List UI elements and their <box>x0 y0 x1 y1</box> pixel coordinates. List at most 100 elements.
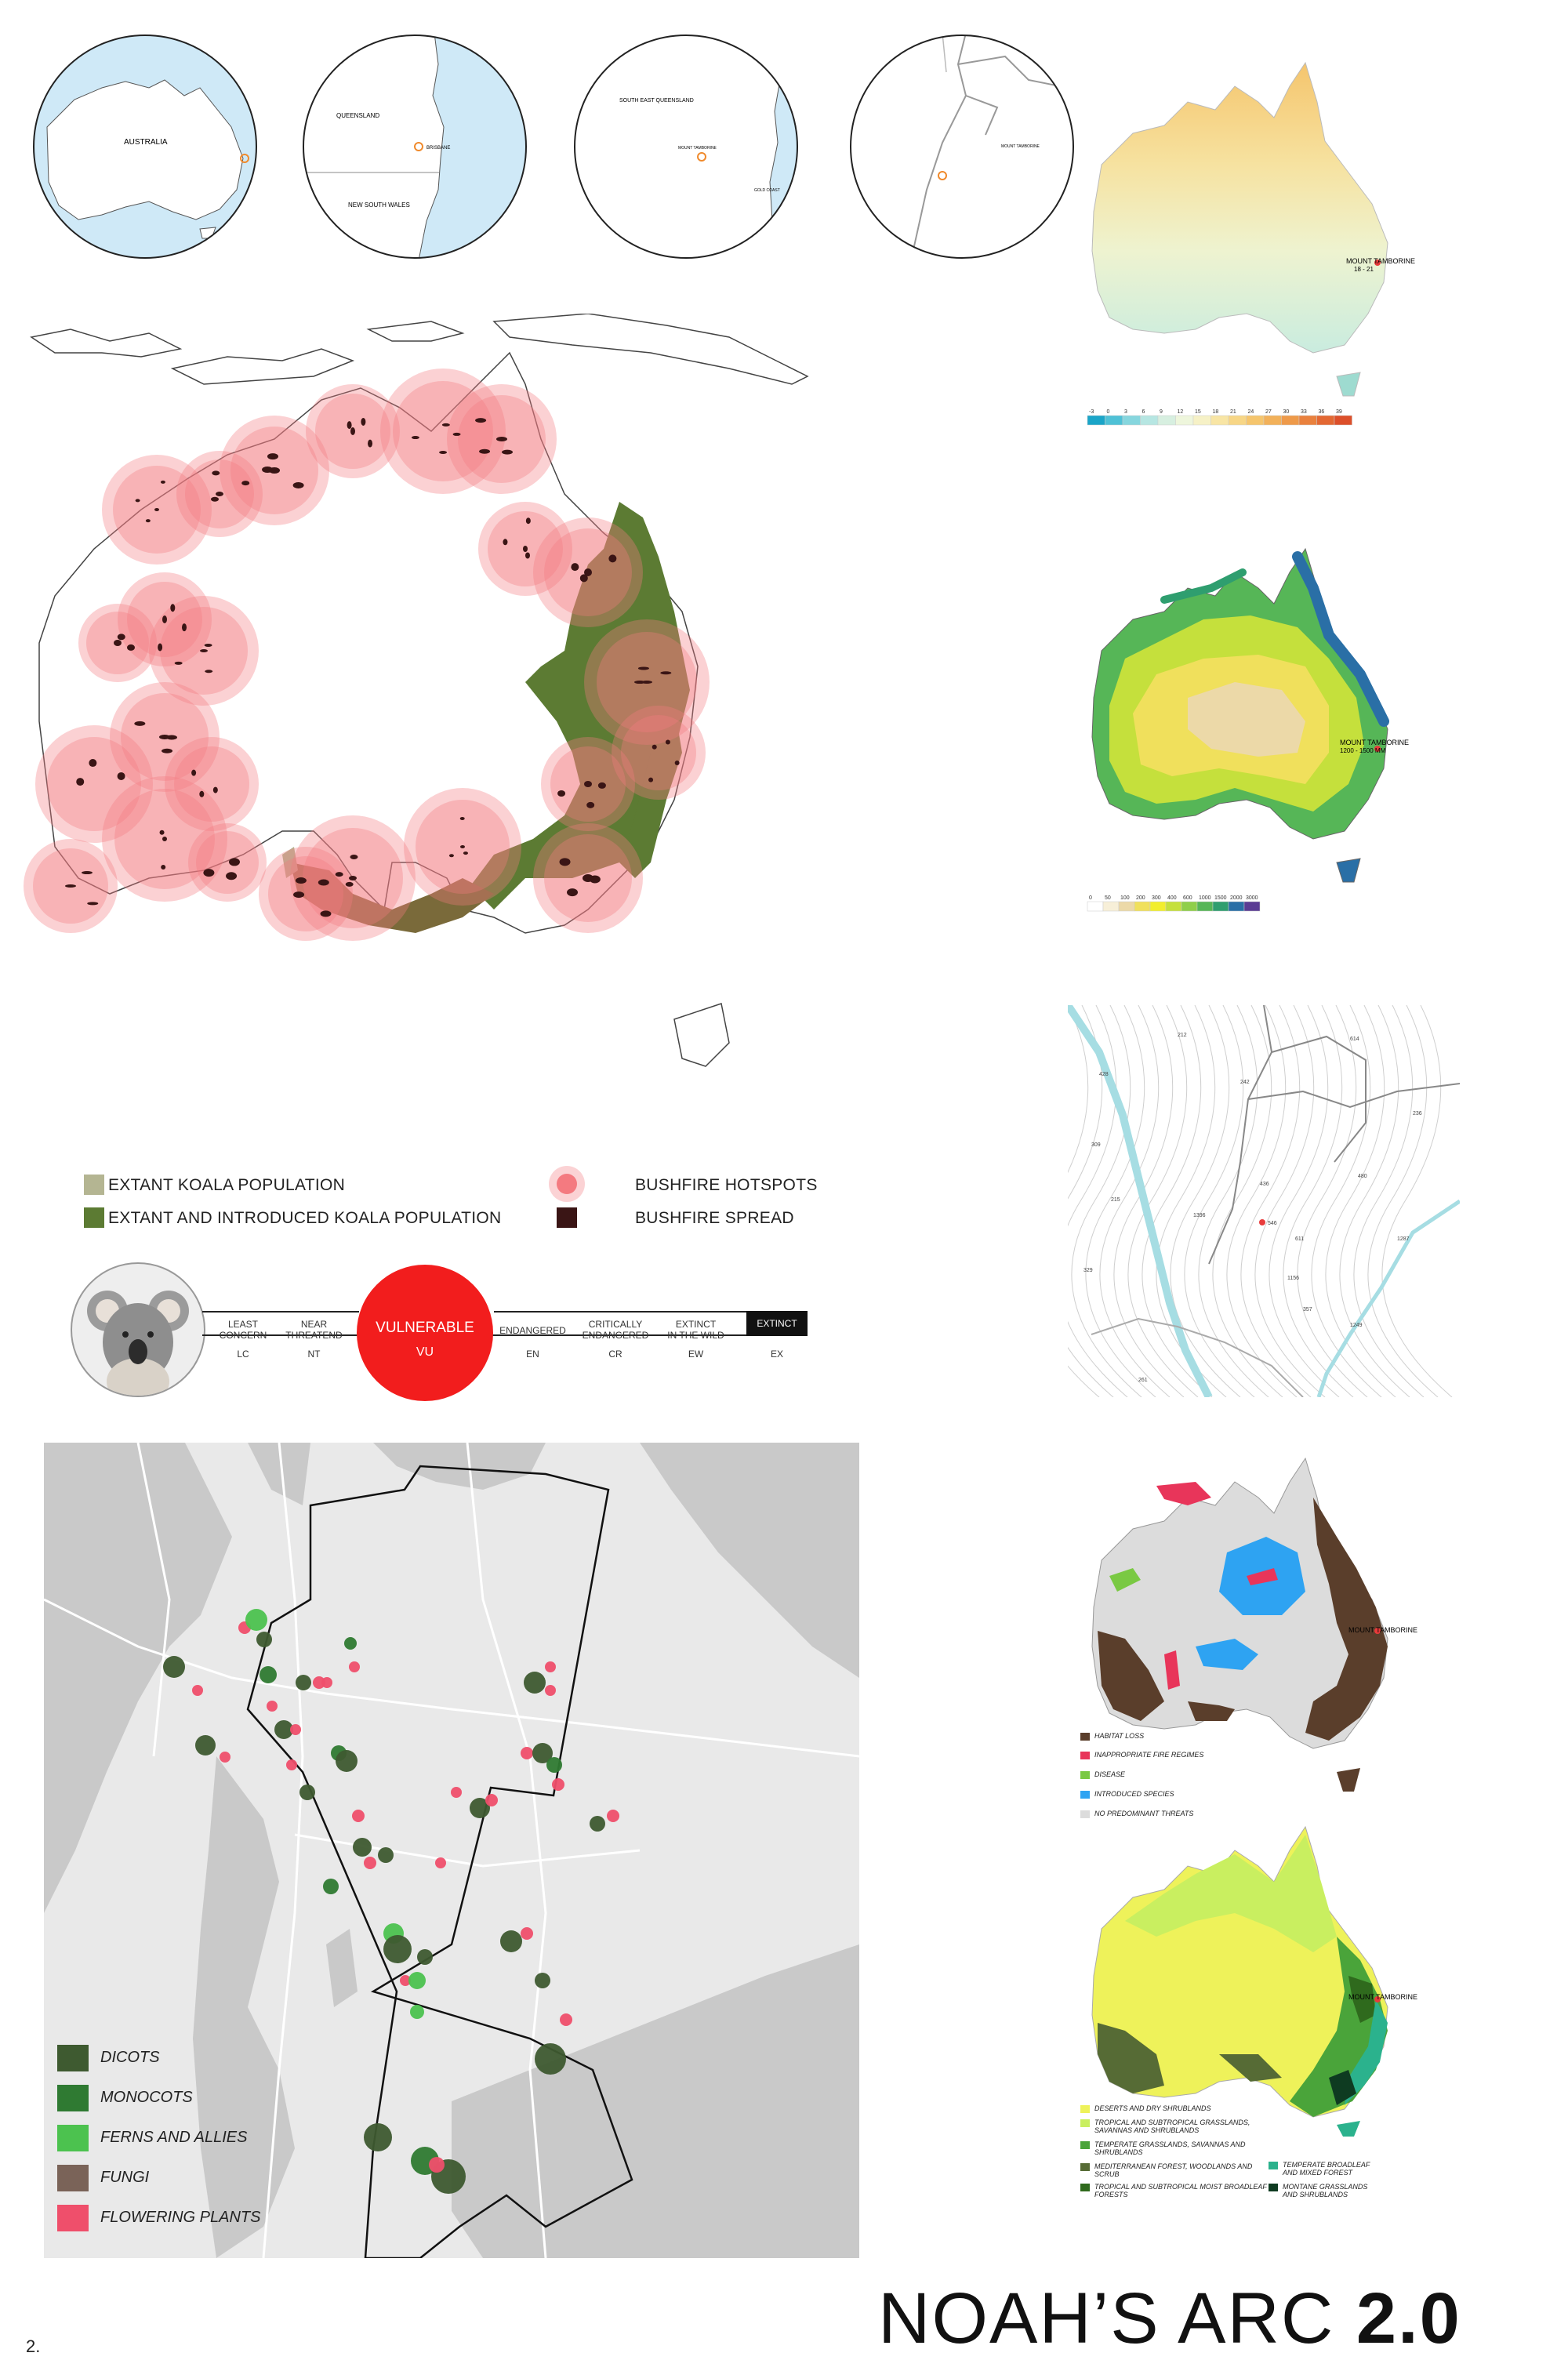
temperature-map: MOUNT TAMBORINE 18 - 21 -3 0 3 6 9 12 15 18 21 24… <box>1087 61 1415 426</box>
bushfire-spread-mark <box>76 778 85 786</box>
status-en-name: ENDANGERED <box>499 1325 566 1336</box>
flora-observation <box>560 2013 572 2026</box>
spot-height: 357 <box>1303 1307 1312 1313</box>
flora-observation <box>256 1632 272 1647</box>
bushfire-spread-mark <box>82 871 93 875</box>
scale-swatch <box>1134 901 1151 912</box>
bushfire-spread-mark <box>503 539 508 546</box>
status-cr-name: CRITICALLY ENDANGERED <box>582 1319 649 1341</box>
bushfire-spread-mark <box>295 877 307 884</box>
locator-map-seq: SOUTH EAST QUEENSLAND MOUNT TAMBORINE GO… <box>574 34 798 259</box>
flora-observation <box>607 1810 619 1822</box>
australia-label: AUSTRALIA <box>124 138 168 147</box>
svg-text:MOUNT TAMBORINE: MOUNT TAMBORINE <box>1348 1993 1417 2001</box>
scale-tick: 6 <box>1142 409 1145 415</box>
habitat-loss-east <box>1305 1498 1388 1741</box>
bushfire-spread-mark <box>523 546 528 552</box>
bushfire-spread-mark <box>204 643 212 647</box>
legend-swatch <box>57 2205 89 2231</box>
legend-swatch <box>57 2165 89 2191</box>
flora-observation <box>299 1785 315 1800</box>
legend-label: INAPPROPRIATE FIRE REGIMES <box>1094 1751 1204 1759</box>
contour-line <box>1212 1005 1283 1397</box>
legend-swatch <box>57 2045 89 2071</box>
scale-tick: 3 <box>1124 409 1127 415</box>
rainfall-scale: 0 50 100 200 300 400 600 1000 1500 2000 3000 <box>1087 895 1261 912</box>
status-en-code: EN <box>526 1349 539 1360</box>
bushfire-spread-mark <box>460 845 465 848</box>
spot-height: 1156 <box>1287 1276 1299 1281</box>
bushfire-spread-mark <box>459 817 465 821</box>
status-ex-box <box>746 1311 808 1336</box>
scale-tick: 0 <box>1107 409 1110 415</box>
bushfire-hotspot-core <box>393 381 493 481</box>
bushfire-hotspot <box>380 369 506 494</box>
spot-height: 1249 <box>1350 1323 1363 1328</box>
locator-map-australia: AUSTRALIA <box>33 34 257 259</box>
bushfire-spread-mark <box>502 449 514 455</box>
bushfire-spread-mark <box>145 519 151 523</box>
biome-map: MOUNT TAMBORINE <box>1091 1825 1417 2137</box>
bushfire-spread-mark <box>584 781 592 787</box>
flora-observation <box>245 1609 267 1631</box>
contour-line <box>1127 1005 1199 1397</box>
status-vu-code: VU <box>416 1345 434 1359</box>
scale-tick: 18 <box>1213 409 1219 415</box>
bushfire-spread-mark <box>318 879 329 886</box>
flora-observation <box>321 1677 332 1688</box>
contour-line <box>1254 1005 1326 1397</box>
scale-tick: 1500 <box>1214 895 1227 901</box>
bushfire-spread-mark <box>439 450 448 454</box>
contour-line <box>1184 1005 1255 1397</box>
flora-observation <box>383 1935 412 1963</box>
bushfire-spread-mark <box>347 421 352 430</box>
flora-observation <box>336 1750 358 1772</box>
scale-swatch <box>1246 415 1265 426</box>
bushfire-spread-mark <box>641 681 652 684</box>
bushfire-spread-mark <box>191 769 197 776</box>
bushfire-spread-mark <box>320 910 332 917</box>
flora-observation <box>352 1810 365 1822</box>
scale-tick: 39 <box>1336 409 1342 415</box>
status-cr-code: CR <box>608 1349 622 1360</box>
legend-label: DESERTS AND DRY SHRUBLANDS <box>1094 2104 1211 2112</box>
scale-tick: 12 <box>1178 409 1184 415</box>
flora-observation <box>192 1685 203 1696</box>
bushfire-spread-mark <box>170 604 176 612</box>
bushfire-hotspot <box>165 737 259 831</box>
fire-regime-north <box>1156 1482 1211 1505</box>
bushfire-spread-mark <box>160 480 165 484</box>
flora-observation <box>410 2005 424 2019</box>
scale-swatch <box>1140 415 1159 426</box>
svg-text:GOLD COAST: GOLD COAST <box>754 188 780 193</box>
bushfire-spread-mark <box>65 884 76 888</box>
bushfire-spread-mark <box>571 563 579 572</box>
legend-swatch <box>1080 1810 1090 1818</box>
status-lc-code: LC <box>237 1349 249 1360</box>
bushfire-spread-mark <box>441 423 450 427</box>
flora-observation <box>470 1798 490 1818</box>
temperature-scale: -3 0 3 6 9 12 15 18 21 24 27 30 33 36 39 <box>1087 409 1352 426</box>
legend-label: TEMPERATE GRASSLANDS, SAVANNAS AND SHRUB… <box>1094 2140 1246 2156</box>
scale-tick: 1000 <box>1199 895 1211 901</box>
bushfire-spread-mark <box>349 876 357 880</box>
flora-observation <box>500 1930 522 1952</box>
bushfire-spread-mark <box>448 854 454 858</box>
contour-line <box>1099 1005 1171 1397</box>
river <box>1068 1005 1213 1397</box>
bushfire-spread-mark <box>226 872 238 880</box>
extant-koala-population <box>282 847 298 878</box>
flora-observation <box>296 1675 311 1690</box>
status-vu-name: VULNERABLE <box>376 1320 474 1336</box>
svg-text:18 - 21: 18 - 21 <box>1354 266 1374 273</box>
bushfire-spread-mark <box>216 492 223 496</box>
disease-patch <box>1109 1568 1141 1592</box>
bushfire-spread-mark <box>212 470 220 476</box>
bushfire-hotspot-core <box>196 831 259 894</box>
australia-landmass <box>46 79 244 220</box>
spot-height: 1287 <box>1397 1236 1410 1242</box>
svg-text:MOUNT TAMBORINE: MOUNT TAMBORINE <box>1348 1626 1417 1634</box>
flora-observation <box>451 1787 462 1798</box>
flora-observation <box>220 1752 230 1763</box>
contour-line <box>1353 1005 1425 1397</box>
